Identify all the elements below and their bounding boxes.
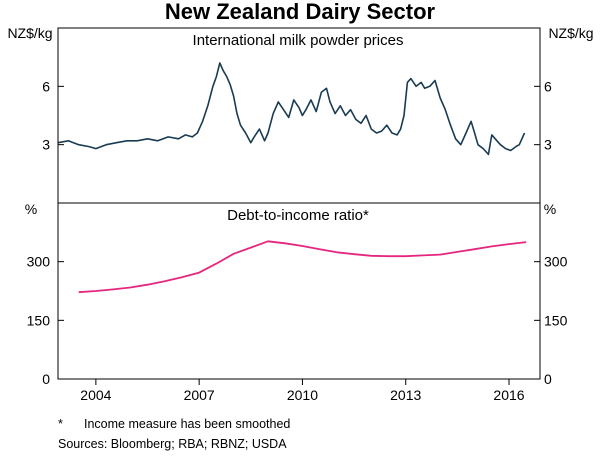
y-unit-right-milk-prices: NZ$/kg bbox=[548, 25, 593, 41]
footnote-text: Income measure has been smoothed bbox=[84, 417, 291, 431]
y-tick-label-left-bottom-1: 150 bbox=[27, 312, 51, 328]
y-tick-label-right-top-0: 3 bbox=[544, 137, 552, 153]
y-tick-label-left-top-1: 6 bbox=[42, 78, 50, 94]
x-tick-label-0: 2004 bbox=[80, 387, 111, 403]
debt-to-income-line bbox=[78, 240, 527, 294]
x-tick-label-3: 2013 bbox=[390, 387, 421, 403]
panel-title-debt-ratio: Debt-to-income ratio* bbox=[227, 207, 369, 224]
y-tick-label-left-top-0: 3 bbox=[42, 137, 50, 153]
y-unit-right-debt-ratio: % bbox=[544, 201, 556, 217]
x-tick-label-4: 2016 bbox=[493, 387, 524, 403]
y-unit-left-milk-prices: NZ$/kg bbox=[7, 25, 52, 41]
footnote: * Income measure has been smoothed bbox=[58, 417, 290, 431]
y-tick-label-right-bottom-2: 300 bbox=[544, 254, 568, 270]
panel-debt-ratio: Debt-to-income ratio* % % 0 0 150 150 300 300 bbox=[25, 201, 568, 387]
y-unit-left-debt-ratio: % bbox=[25, 201, 37, 217]
x-tick-label-1: 2007 bbox=[184, 387, 215, 403]
panel-milk-prices: International milk powder prices NZ$/kg … bbox=[7, 25, 594, 156]
footnote-marker: * bbox=[58, 417, 63, 431]
y-tick-label-right-bottom-1: 150 bbox=[544, 312, 568, 328]
y-tick-label-left-bottom-0: 0 bbox=[42, 371, 50, 387]
y-tick-label-right-bottom-0: 0 bbox=[544, 371, 552, 387]
milk-powder-price-line bbox=[57, 62, 526, 156]
chart-title: New Zealand Dairy Sector bbox=[165, 0, 436, 24]
y-tick-label-left-bottom-2: 300 bbox=[27, 254, 51, 270]
x-tick-label-2: 2010 bbox=[287, 387, 318, 403]
y-tick-label-right-top-1: 6 bbox=[544, 78, 552, 94]
panel-title-milk-prices: International milk powder prices bbox=[193, 32, 404, 49]
sources: Sources: Bloomberg; RBA; RBNZ; USDA bbox=[58, 437, 287, 451]
